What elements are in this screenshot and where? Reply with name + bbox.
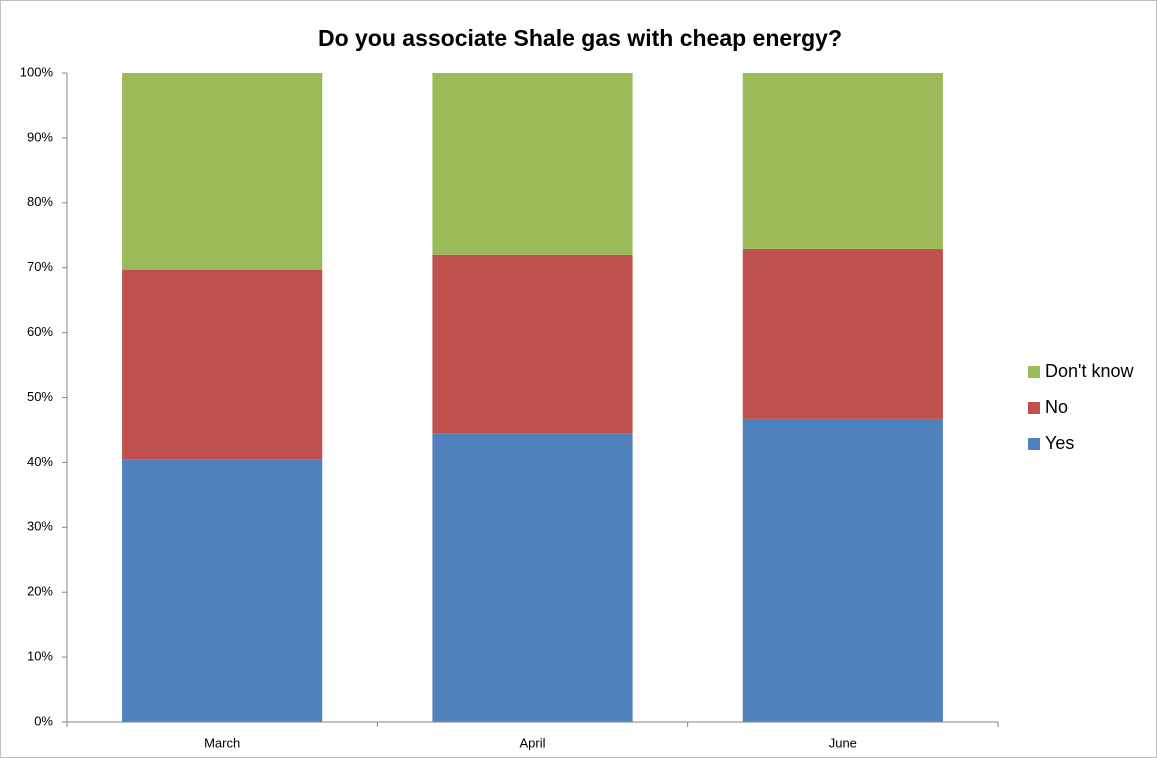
bar-segment xyxy=(742,73,943,249)
y-tick-label: 70% xyxy=(27,259,53,274)
y-tick-label: 10% xyxy=(27,649,53,664)
y-tick-label: 90% xyxy=(27,129,53,144)
y-tick-label: 40% xyxy=(27,454,53,469)
bar-segment xyxy=(742,418,943,722)
legend-label: No xyxy=(1045,397,1068,417)
y-tick-label: 80% xyxy=(27,194,53,209)
chart-title: Do you associate Shale gas with cheap en… xyxy=(318,25,842,51)
y-tick-label: 30% xyxy=(27,519,53,534)
x-tick-label: June xyxy=(829,735,857,750)
legend-swatch xyxy=(1028,402,1040,414)
bar-segment xyxy=(122,459,323,722)
x-tick-label: April xyxy=(519,735,545,750)
y-tick-label: 0% xyxy=(34,713,53,728)
bar-segment xyxy=(122,269,323,460)
bar-segment xyxy=(432,433,633,722)
legend-label: Don't know xyxy=(1045,361,1134,381)
legend-swatch xyxy=(1028,366,1040,378)
legend-swatch xyxy=(1028,438,1040,450)
y-tick-label: 100% xyxy=(20,64,54,79)
x-tick-label: March xyxy=(204,735,240,750)
y-tick-label: 20% xyxy=(27,584,53,599)
bar-segment xyxy=(432,254,633,434)
y-tick-label: 50% xyxy=(27,389,53,404)
bar-segment xyxy=(432,73,633,255)
y-tick-label: 60% xyxy=(27,324,53,339)
bar-segment xyxy=(742,248,943,419)
bar-segment xyxy=(122,73,323,270)
legend-label: Yes xyxy=(1045,433,1074,453)
